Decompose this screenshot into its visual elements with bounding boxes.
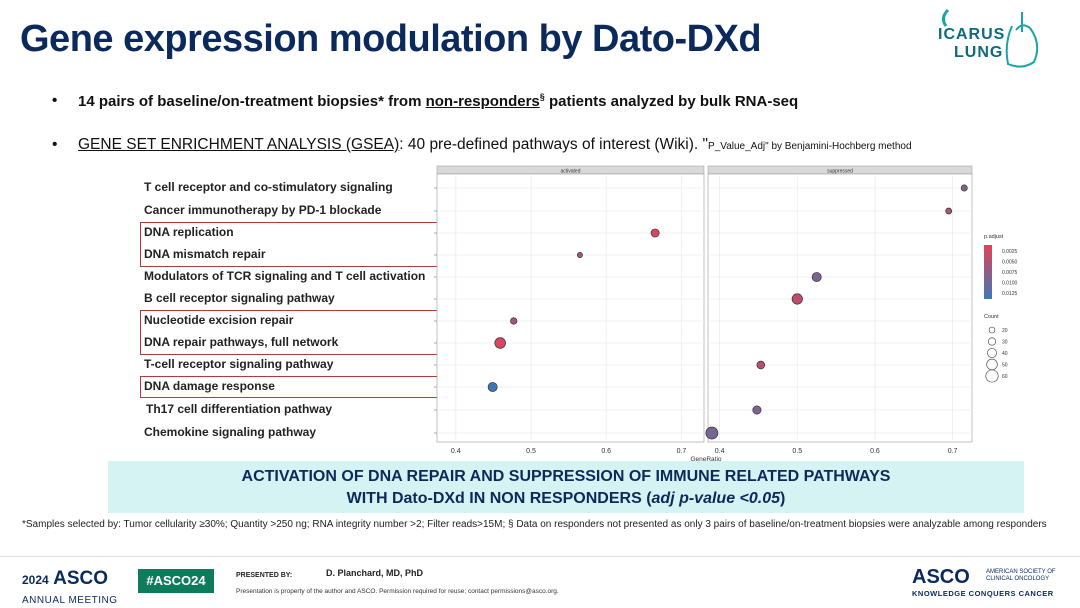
facet-panel bbox=[707, 173, 973, 443]
footer-divider bbox=[0, 556, 1080, 557]
data-point bbox=[791, 293, 803, 305]
size-legend-circle bbox=[987, 348, 997, 358]
pathway-label: Nucleotide excision repair bbox=[144, 313, 294, 327]
data-point bbox=[576, 252, 583, 258]
asco-society-logo: ASCO AMERICAN SOCIETY OF CLINICAL ONCOLO… bbox=[912, 566, 1056, 598]
color-legend-label: 0.0050 bbox=[1002, 260, 1018, 266]
x-tick-label: 0.7 bbox=[948, 448, 958, 455]
x-axis-title: GeneRatio bbox=[690, 456, 721, 463]
size-legend-label: 60 bbox=[1002, 374, 1008, 380]
size-legend-circle bbox=[986, 358, 998, 371]
logo-line1: ICARUS bbox=[938, 26, 1006, 43]
pathway-label: DNA mismatch repair bbox=[144, 247, 266, 261]
slide-title: Gene expression modulation by Dato-DXd bbox=[20, 18, 762, 60]
logo-line2: LUNG bbox=[954, 44, 1004, 61]
pathway-label: Cancer immunotherapy by PD-1 blockade bbox=[144, 203, 382, 217]
pathway-label: T-cell receptor signaling pathway bbox=[144, 357, 334, 371]
size-legend-title: Count bbox=[984, 314, 999, 320]
footnote: *Samples selected by: Tumor cellularity … bbox=[22, 519, 1047, 530]
pathway-label: DNA repair pathways, full network bbox=[144, 335, 339, 349]
size-legend-label: 20 bbox=[1002, 328, 1008, 334]
hashtag-badge: #ASCO24 bbox=[138, 569, 214, 593]
bullet-biopsies: • 14 pairs of baseline/on-treatment biop… bbox=[52, 92, 799, 110]
lung-icon bbox=[941, 8, 1039, 68]
data-point bbox=[945, 207, 953, 215]
color-legend-title: p.adjust bbox=[984, 234, 1004, 240]
gsea-dotplot: activated 0.4 0.5 0.6 0.7 suppressed 0.4 0.5 0.6… bbox=[434, 165, 1018, 463]
facet-strip-label: suppressed bbox=[827, 169, 853, 175]
color-legend-label: 0.0100 bbox=[1002, 281, 1018, 287]
size-legend-label: 40 bbox=[1002, 351, 1008, 357]
color-legend-label: 0.0025 bbox=[1002, 249, 1018, 255]
size-legend-circle bbox=[987, 337, 997, 346]
asco-annual-meeting-logo: 2024 ASCO ANNUAL MEETING bbox=[22, 568, 118, 606]
x-tick-label: 0.7 bbox=[677, 448, 687, 455]
color-legend-label: 0.0075 bbox=[1002, 270, 1018, 276]
x-tick-label: 0.5 bbox=[792, 448, 802, 455]
data-point bbox=[756, 360, 766, 370]
size-legend-label: 50 bbox=[1002, 363, 1008, 369]
size-legend-circle bbox=[985, 369, 999, 383]
data-point bbox=[650, 228, 660, 238]
pathway-label: T cell receptor and co-stimulatory signa… bbox=[144, 180, 393, 194]
facet-strip-label: activated bbox=[560, 169, 580, 175]
pathway-label: DNA replication bbox=[144, 225, 234, 239]
pathway-label: B cell receptor signaling pathway bbox=[144, 291, 335, 305]
color-legend-label: 0.0125 bbox=[1002, 291, 1018, 297]
icarus-lung-logo: ICARUS LUNG bbox=[930, 4, 1050, 70]
facet-panel bbox=[436, 173, 705, 443]
pathway-label: Th17 cell differentiation pathway bbox=[146, 402, 333, 416]
pathway-label: DNA damage response bbox=[144, 379, 275, 393]
data-point bbox=[494, 337, 506, 349]
presented-by-label: PRESENTED BY: bbox=[236, 572, 293, 579]
x-tick-label: 0.6 bbox=[870, 448, 880, 455]
banner-line2: WITH Dato-DXd IN NON RESPONDERS (adj p-v… bbox=[346, 490, 786, 507]
data-point bbox=[960, 184, 968, 192]
data-point bbox=[705, 426, 719, 440]
pathway-label: Chemokine signaling pathway bbox=[144, 425, 317, 439]
data-point bbox=[811, 272, 822, 282]
data-point bbox=[510, 317, 518, 325]
x-tick-label: 0.4 bbox=[451, 448, 461, 455]
conclusion-banner: ACTIVATION OF DNA REPAIR AND SUPPRESSION… bbox=[108, 461, 1024, 513]
property-note: Presentation is property of the author a… bbox=[236, 588, 559, 595]
pathway-label: Modulators of TCR signaling and T cell a… bbox=[144, 269, 426, 283]
x-tick-label: 0.4 bbox=[715, 448, 725, 455]
size-legend-circle bbox=[988, 326, 996, 334]
size-legend-label: 30 bbox=[1002, 340, 1008, 346]
data-point bbox=[752, 405, 762, 415]
color-legend-bar bbox=[984, 245, 992, 299]
x-tick-label: 0.5 bbox=[526, 448, 536, 455]
data-point bbox=[487, 382, 498, 392]
x-tick-label: 0.6 bbox=[601, 448, 611, 455]
bullet-gsea: • GENE SET ENRICHMENT ANALYSIS (GSEA): 4… bbox=[52, 136, 912, 153]
banner-line1: ACTIVATION OF DNA REPAIR AND SUPPRESSION… bbox=[241, 468, 891, 485]
presenter-name: D. Planchard, MD, PhD bbox=[326, 568, 424, 578]
